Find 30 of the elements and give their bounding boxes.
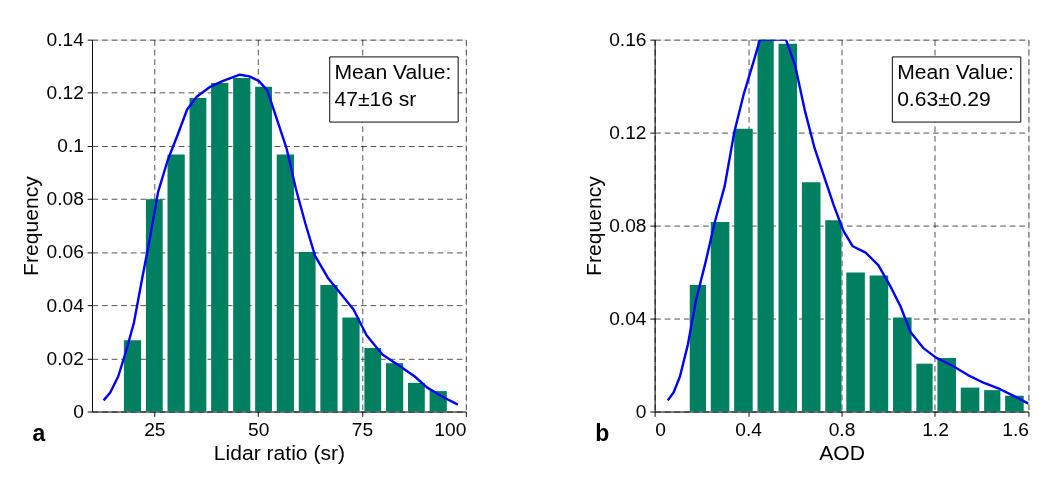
y-tick-label: 0 bbox=[73, 400, 84, 422]
x-axis-title: AOD bbox=[819, 440, 865, 464]
y-tick-label: 0.04 bbox=[46, 294, 85, 316]
text: b bbox=[595, 420, 610, 447]
x-axis-title: Lidar ratio (sr) bbox=[213, 440, 345, 464]
y-tick-label: 0.12 bbox=[609, 121, 647, 143]
x-tick-label: 0 bbox=[655, 418, 666, 440]
y-tick-label: 0.06 bbox=[46, 241, 84, 263]
annotation: Mean Value: 0.63±0.29 bbox=[897, 59, 1014, 110]
y-axis-title: Frequency bbox=[18, 175, 42, 276]
x-tick-label: 0.8 bbox=[828, 418, 856, 440]
x-tick-label: 100 bbox=[434, 418, 467, 440]
annotation: Mean Value: 47±16 sr bbox=[334, 59, 452, 110]
x-tick-label: 25 bbox=[144, 418, 166, 440]
x-tick-label: 50 bbox=[247, 418, 270, 440]
y-tick-label: 0.04 bbox=[609, 307, 647, 329]
y-tick-label: 0.1 bbox=[57, 135, 84, 157]
y-tick-label: 0.14 bbox=[46, 28, 85, 50]
y-axis-title: Frequency bbox=[581, 175, 605, 276]
y-tick-label: 0.12 bbox=[46, 82, 84, 104]
y-tick-label: 0.08 bbox=[46, 188, 84, 210]
x-tick-label: 0.4 bbox=[735, 418, 763, 440]
x-tick-label: 1.6 bbox=[1002, 418, 1029, 440]
y-tick-label: 0.08 bbox=[609, 214, 647, 236]
text: a bbox=[32, 420, 46, 447]
y-tick-label: 0.16 bbox=[609, 28, 647, 50]
x-tick-label: 1.2 bbox=[922, 418, 949, 440]
y-tick-label: 0.02 bbox=[46, 347, 84, 369]
x-tick-label: 75 bbox=[351, 418, 374, 440]
y-tick-label: 0 bbox=[635, 400, 647, 422]
